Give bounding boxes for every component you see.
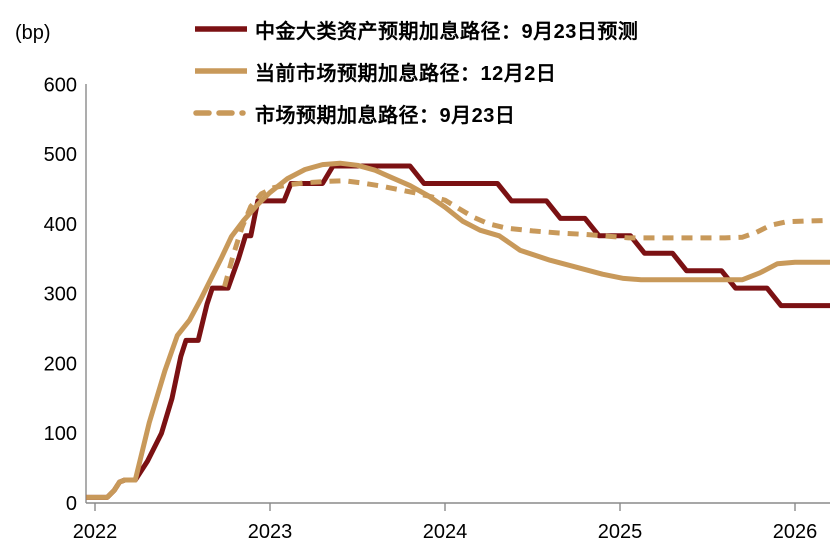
legend-item-market-sep23: 市场预期加息路径：9月23日	[192, 92, 638, 134]
y-tick-label: 200	[44, 353, 77, 375]
y-tick-label: 300	[44, 284, 77, 306]
legend-line-dashed-tan-icon	[193, 110, 250, 116]
legend: 中金大类资产预期加息路径：9月23日预测 当前市场预期加息路径：12月2日 市场…	[192, 8, 638, 134]
y-tick-label: 400	[44, 214, 77, 236]
x-tick-label: 2025	[598, 521, 643, 543]
y-tick-label: 600	[44, 74, 77, 96]
y-tick-label: 0	[66, 493, 77, 515]
legend-label-current-market: 当前市场预期加息路径：12月2日	[255, 62, 557, 85]
x-tick-label: 2024	[423, 521, 468, 543]
x-tick-label: 2022	[73, 521, 118, 543]
legend-label-market-sep23: 市场预期加息路径：9月23日	[255, 104, 516, 127]
legend-line-solid-tan-icon	[195, 68, 247, 74]
x-tick-label: 2023	[248, 521, 293, 543]
legend-item-current-market: 当前市场预期加息路径：12月2日	[192, 50, 638, 92]
y-tick-label: 500	[44, 144, 77, 166]
series-line-2	[222, 178, 831, 288]
x-tick-label: 2026	[773, 521, 818, 543]
legend-label-cicc-forecast: 中金大类资产预期加息路径：9月23日预测	[255, 20, 639, 43]
y-tick-label: 100	[44, 423, 77, 445]
legend-item-cicc-forecast: 中金大类资产预期加息路径：9月23日预测	[192, 8, 638, 50]
series-line-0	[86, 163, 830, 500]
series-line-1	[86, 160, 830, 500]
legend-line-solid-darkred-icon	[195, 26, 247, 32]
y-axis-unit-label: (bp)	[15, 22, 51, 44]
